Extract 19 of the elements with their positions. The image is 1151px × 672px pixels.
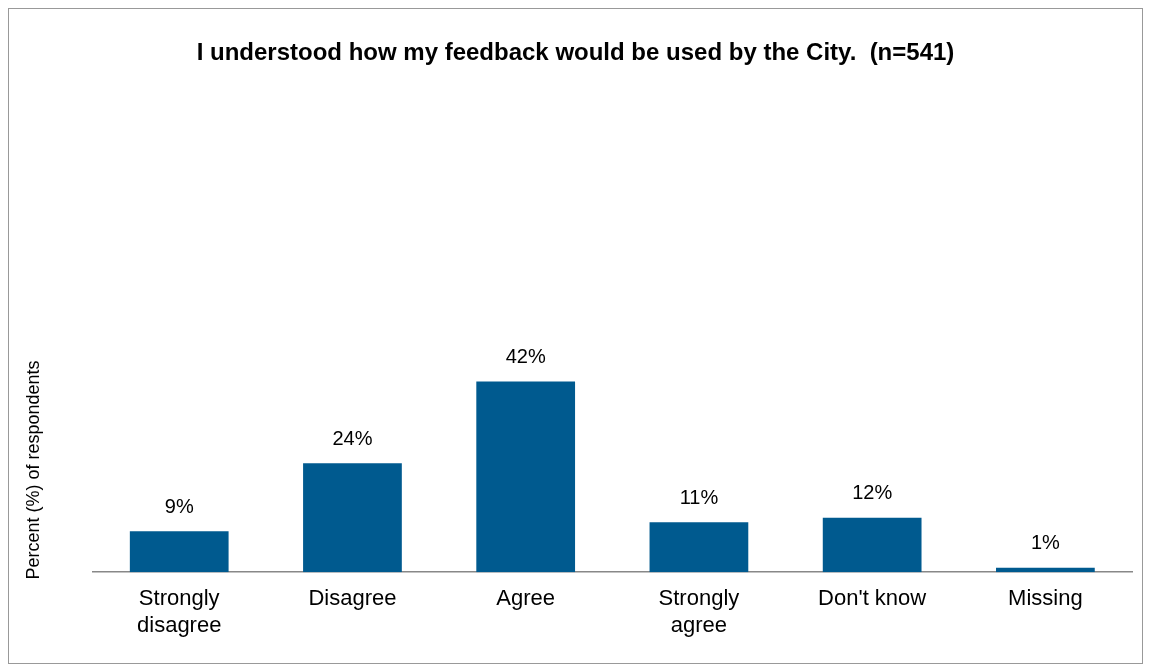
data-label: 42% — [505, 344, 546, 367]
x-tick-label: Disagree — [308, 585, 397, 611]
bar — [649, 522, 749, 573]
data-label: 24% — [332, 426, 373, 449]
data-label: 11% — [679, 485, 719, 508]
x-tick-label: Don't know — [818, 585, 927, 611]
x-tick-label: Missing — [1008, 585, 1083, 611]
x-tick-label: Strongly disagree — [137, 585, 222, 637]
bar — [476, 381, 576, 573]
bar — [303, 463, 402, 573]
bar — [822, 517, 922, 573]
data-label: 9% — [164, 494, 194, 517]
data-label: 1% — [1030, 531, 1061, 554]
x-tick-label: Agree — [496, 585, 556, 611]
y-axis-title: Percent (%) of respondents — [22, 360, 43, 580]
bar — [129, 531, 229, 573]
data-label: 12% — [852, 481, 893, 504]
x-tick-label: Strongly agree — [658, 585, 740, 637]
chart-title: I understood how my feedback would be used by the City. (n=541) — [196, 38, 955, 66]
